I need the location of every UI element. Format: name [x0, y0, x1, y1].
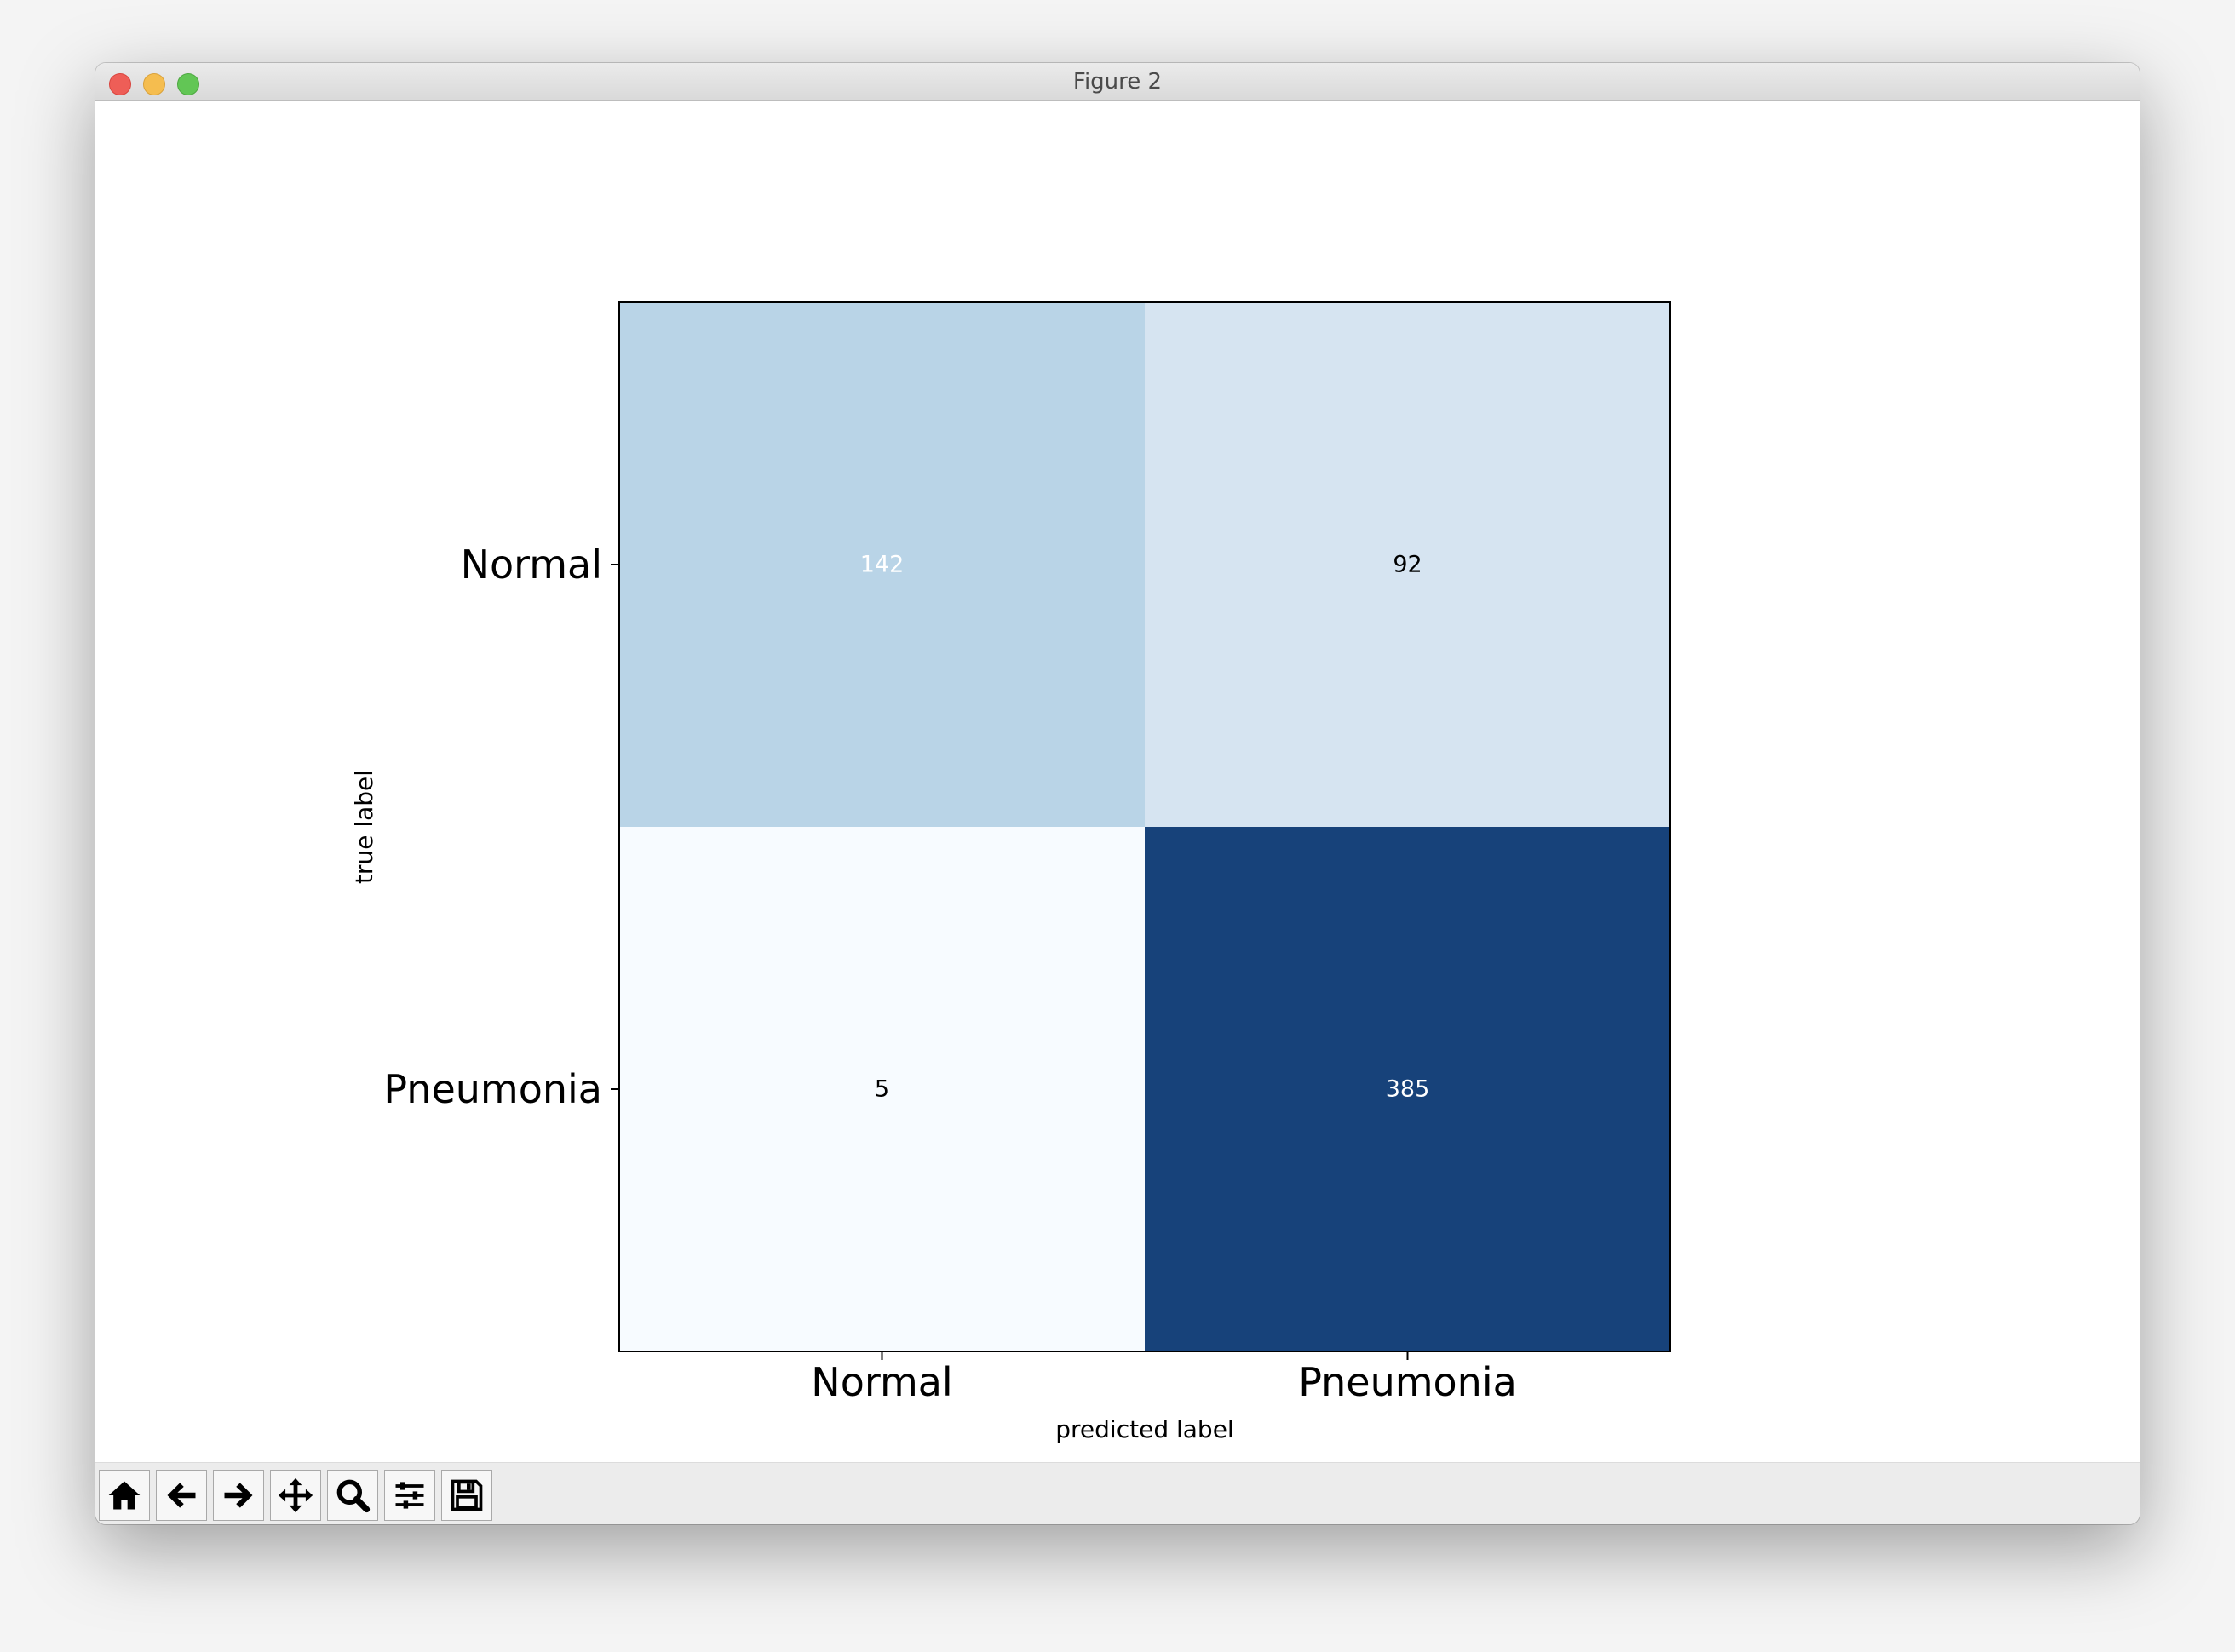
x-axis-label: predicted label [1055, 1415, 1233, 1443]
y-axis-label: true label [350, 770, 378, 884]
pan-button[interactable] [270, 1470, 321, 1521]
x-tick-label: Pneumonia [1298, 1359, 1517, 1405]
minimize-window-button[interactable] [143, 73, 165, 95]
save-icon [451, 1479, 483, 1511]
figure-canvas[interactable]: 142 92 5 385 Normal Pneumonia Normal Pneumonia… [95, 101, 2140, 1462]
zoom-button[interactable] [327, 1470, 378, 1521]
configure-subplots-button[interactable] [384, 1470, 435, 1521]
x-tick-label: Normal [811, 1359, 952, 1405]
zoom-icon [336, 1479, 371, 1513]
cell-value-label: 385 [1386, 1076, 1430, 1103]
maximize-window-button[interactable] [177, 73, 199, 95]
close-window-button[interactable] [109, 73, 131, 95]
subplots-config-icon [395, 1482, 424, 1509]
figure-window: Figure 2 142 92 5 385 Normal Pneumonia Normal… [95, 63, 2140, 1524]
home-button[interactable] [99, 1470, 150, 1521]
cell-value-label: 5 [875, 1076, 889, 1103]
save-figure-button[interactable] [441, 1470, 492, 1521]
title-bar[interactable]: Figure 2 [95, 63, 2140, 101]
cell-value-label: 92 [1393, 552, 1422, 578]
confusion-matrix-chart: 142 92 5 385 Normal Pneumonia Normal Pneumonia… [350, 301, 1671, 1443]
back-button[interactable] [156, 1470, 207, 1521]
y-tick-label: Normal [461, 542, 602, 588]
matrix-cell-1-0 [619, 827, 1145, 1351]
matrix-cell-0-1 [1145, 302, 1670, 827]
matrix-cell-1-1 [1145, 827, 1670, 1351]
axes-frame [618, 301, 1671, 1352]
y-tick-label: Pneumonia [383, 1066, 602, 1112]
forward-button[interactable] [213, 1470, 264, 1521]
forward-arrow-icon [224, 1483, 253, 1508]
cell-value-label: 142 [860, 552, 905, 578]
matrix-cell-0-0 [619, 302, 1145, 827]
window-title: Figure 2 [1072, 69, 1163, 95]
back-arrow-icon [167, 1483, 196, 1508]
home-icon [108, 1481, 141, 1510]
navigation-toolbar [95, 1462, 2140, 1524]
pan-icon [278, 1477, 313, 1513]
